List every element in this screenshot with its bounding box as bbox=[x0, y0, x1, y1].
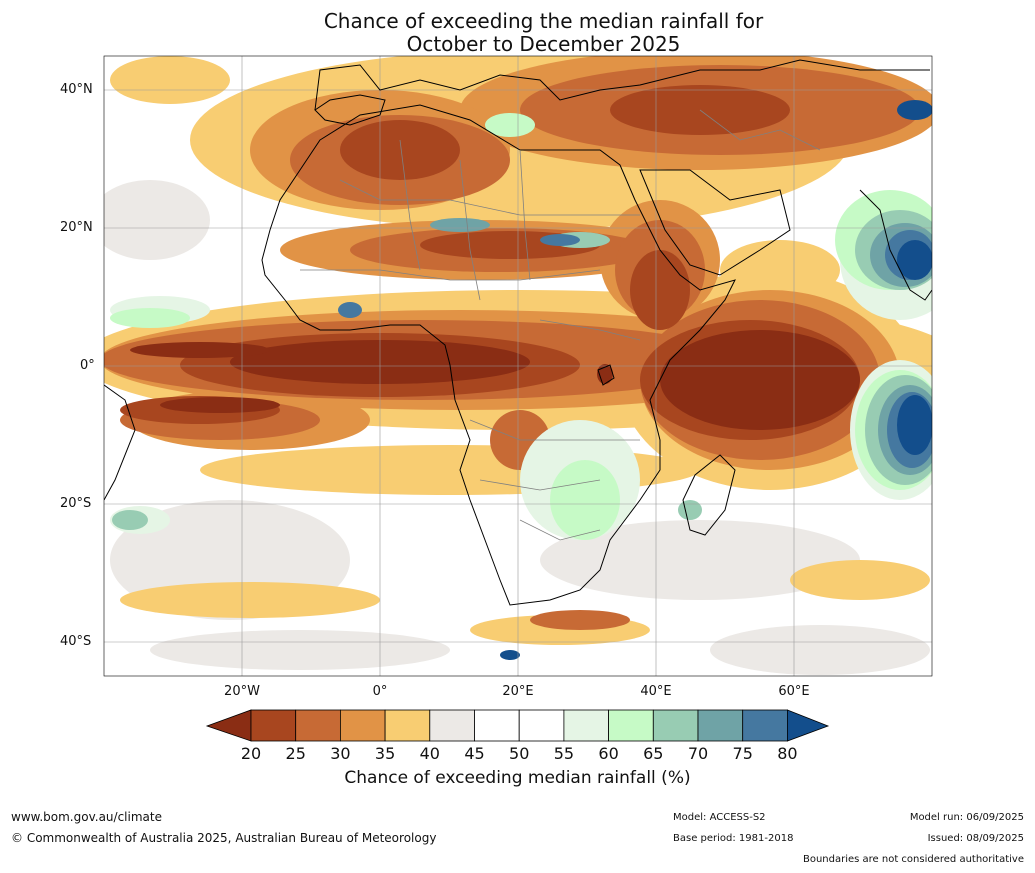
disclaimer-text: Boundaries are not considered authoritat… bbox=[802, 854, 1024, 865]
lat-label-20n: 20°N bbox=[60, 220, 93, 235]
colorbar-tick: 40 bbox=[419, 744, 440, 763]
title-line-1: Chance of exceeding the median rainfall … bbox=[323, 9, 764, 33]
colorbar bbox=[205, 709, 830, 742]
lat-label-40s: 40°S bbox=[60, 634, 92, 649]
lon-label-60e: 60°E bbox=[778, 684, 810, 699]
colorbar-tick: 65 bbox=[643, 744, 664, 763]
colorbar-bin-45-50 bbox=[474, 709, 520, 742]
colorbar-left-arrow bbox=[205, 709, 252, 742]
map-title: Chance of exceeding the median rainfall … bbox=[0, 10, 1035, 56]
colorbar-tick: 55 bbox=[553, 744, 575, 763]
title-line-2: October to December 2025 bbox=[406, 32, 681, 56]
colorbar-tick: 70 bbox=[687, 744, 709, 763]
lon-label-20e: 20°E bbox=[502, 684, 534, 699]
colorbar-bin-20-25 bbox=[250, 709, 297, 742]
colorbar-bin-55-60 bbox=[563, 709, 610, 742]
map-frame bbox=[103, 55, 933, 677]
colorbar-right-arrow bbox=[787, 709, 830, 742]
colorbar-bin-60-65 bbox=[608, 709, 654, 742]
colorbar-tick: 45 bbox=[464, 744, 485, 763]
lon-label-40e: 40°E bbox=[640, 684, 672, 699]
colorbar-tick: 20 bbox=[240, 744, 262, 763]
colorbar-bin-30-35 bbox=[339, 709, 386, 742]
colorbar-bin-75-80 bbox=[742, 709, 788, 742]
colorbar-tick: 35 bbox=[374, 744, 396, 763]
colorbar-tick: 75 bbox=[732, 744, 753, 763]
lon-label-0: 0° bbox=[372, 684, 388, 699]
colorbar-bin-70-75 bbox=[697, 709, 744, 742]
colorbar-bin-25-30 bbox=[295, 709, 341, 742]
colorbar-tick: 25 bbox=[285, 744, 306, 763]
colorbar-bin-40-45 bbox=[429, 709, 475, 742]
lat-label-20s: 20°S bbox=[60, 496, 92, 511]
website-link[interactable]: www.bom.gov.au/climate bbox=[11, 810, 162, 824]
lon-label-20w: 20°W bbox=[224, 684, 260, 699]
colorbar-bin-50-55 bbox=[518, 709, 565, 742]
copyright-text: © Commonwealth of Australia 2025, Austra… bbox=[11, 831, 437, 845]
colorbar-tick: 50 bbox=[509, 744, 530, 763]
base-period-text: Base period: 1981-2018 bbox=[673, 833, 794, 844]
colorbar-bin-65-70 bbox=[652, 709, 699, 742]
model-text: Model: ACCESS-S2 bbox=[673, 812, 766, 823]
colorbar-bin-35-40 bbox=[384, 709, 431, 742]
issued-text: Issued: 08/09/2025 bbox=[927, 833, 1024, 844]
colorbar-label: Chance of exceeding median rainfall (%) bbox=[344, 768, 691, 788]
model-run-text: Model run: 06/09/2025 bbox=[909, 812, 1024, 823]
colorbar-tick: 80 bbox=[777, 744, 798, 763]
colorbar-tick: 30 bbox=[330, 744, 351, 763]
lat-label-0: 0° bbox=[80, 358, 95, 373]
colorbar-tick: 60 bbox=[598, 744, 619, 763]
lat-label-40n: 40°N bbox=[60, 82, 93, 97]
